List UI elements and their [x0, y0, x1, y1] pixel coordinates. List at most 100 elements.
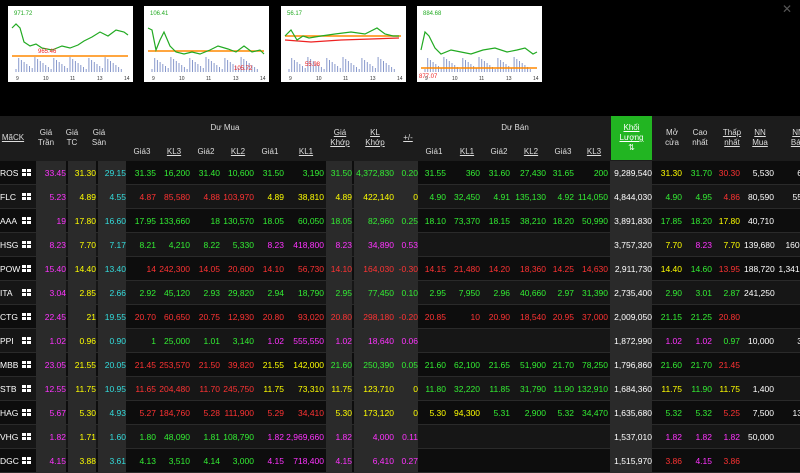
symbol-cell[interactable]: HSG: [0, 240, 19, 250]
symbol-cell[interactable]: POW: [0, 264, 21, 274]
table-row[interactable]: CTG 22.45 21 19.55 20.70 60,650 20.75 12,930 20.…: [0, 305, 800, 329]
grid-icon[interactable]: [22, 265, 31, 273]
cell-bk2: 20,600: [228, 264, 254, 274]
table-row[interactable]: HAG 5.67 5.30 4.93 5.27 184,760 5.28 111,900 5.2…: [0, 401, 800, 425]
symbol-cell[interactable]: VHG: [0, 432, 19, 442]
cell-r: 3.88: [68, 449, 96, 473]
svg-text:11: 11: [479, 76, 484, 82]
table-row[interactable]: DGC 4.15 3.88 3.61 4.13 3,510 4.14 3,000 4.15 718…: [0, 449, 800, 473]
cell-nb: 241,250: [744, 288, 775, 298]
cell-b3: 4.87: [139, 192, 156, 202]
col-header-gia3[interactable]: Giá3: [133, 147, 151, 156]
col-header-kl3s[interactable]: KL3: [586, 147, 602, 156]
symbol-cell[interactable]: ROS: [0, 168, 19, 178]
col-header-gia1s[interactable]: Giá1: [425, 147, 443, 156]
col-header-kl2s[interactable]: KL2: [523, 147, 539, 156]
cell-bk3: 48,090: [164, 432, 190, 442]
symbol-cell[interactable]: DGC: [0, 456, 19, 466]
grid-icon[interactable]: [22, 193, 31, 201]
cell-bk3: 60,650: [164, 312, 190, 322]
svg-text:10: 10: [316, 76, 322, 82]
grid-icon[interactable]: [22, 289, 31, 297]
col-header-kl1s[interactable]: KL1: [459, 147, 475, 156]
cell-o: 3.86: [665, 456, 682, 466]
grid-icon[interactable]: [22, 313, 31, 321]
grid-icon[interactable]: [22, 241, 31, 249]
symbol-cell[interactable]: MBB: [0, 360, 19, 370]
cell-b2: 2.93: [203, 288, 220, 298]
col-header-ref[interactable]: Giá TC: [65, 128, 79, 147]
cell-f: 1.60: [98, 425, 126, 449]
col-header-nn-sell[interactable]: NN Bán: [790, 128, 800, 147]
col-header-gia3s[interactable]: Giá3: [554, 147, 572, 156]
table-row[interactable]: POW 15.40 14.40 13.40 14 242,300 14.05 20,600 14…: [0, 257, 800, 281]
symbol-cell[interactable]: AAA: [0, 216, 18, 226]
col-header-kl3[interactable]: KL3: [166, 147, 182, 156]
cell-sk2: 40,660: [520, 288, 546, 298]
col-header-kl1[interactable]: KL1: [298, 147, 314, 156]
grid-icon[interactable]: [22, 217, 31, 225]
col-header-low[interactable]: Thấp nhất: [722, 128, 742, 147]
svg-text:14: 14: [124, 76, 130, 82]
table-row[interactable]: AAA 19 17.80 16.60 17.95 133,660 18 130,570 18.0…: [0, 209, 800, 233]
table-row[interactable]: FLC 5.23 4.89 4.55 4.87 85,580 4.88 103,970 4.89…: [0, 185, 800, 209]
cell-bk3: 242,300: [159, 264, 190, 274]
col-header-nn-buy[interactable]: NN Mua: [752, 128, 768, 147]
cell-c: 15.40: [36, 257, 66, 281]
close-icon[interactable]: ✕: [782, 2, 793, 16]
col-header-change[interactable]: +/-: [403, 133, 413, 142]
cell-l: 5.25: [723, 408, 740, 418]
table-row[interactable]: ITA 3.04 2.85 2.66 2.92 45,120 2.93 29,820 2.94 1…: [0, 281, 800, 305]
cell-h: 11.90: [691, 384, 712, 394]
symbol-cell[interactable]: ITA: [0, 288, 13, 298]
cell-b1: 31.50: [262, 168, 284, 178]
cell-d: 0.11: [394, 425, 418, 449]
col-header-gia1[interactable]: Giá1: [261, 147, 279, 156]
col-header-volume[interactable]: Khối Lượng ⇅: [611, 116, 652, 160]
col-header-high[interactable]: Cao nhất: [692, 128, 708, 147]
col-header-kl2[interactable]: KL2: [230, 147, 246, 156]
svg-text:965.46: 965.46: [38, 49, 57, 55]
grid-icon[interactable]: [22, 409, 31, 417]
symbol-cell[interactable]: PPI: [0, 336, 14, 346]
cell-s1: 14.15: [424, 264, 446, 274]
col-header-floor[interactable]: Giá Sàn: [91, 128, 107, 147]
cell-c: 5.67: [36, 401, 66, 425]
col-header-symbol[interactable]: MãCK: [1, 133, 25, 142]
grid-icon[interactable]: [22, 169, 31, 177]
grid-icon[interactable]: [22, 361, 31, 369]
table-row[interactable]: MBB 23.05 21.55 20.05 21.45 253,570 21.50 39,82…: [0, 353, 800, 377]
table-row[interactable]: ROS 33.45 31.30 29.15 31.35 16,200 31.40 10,600…: [0, 161, 800, 185]
cell-s2: 14.20: [488, 264, 510, 274]
index-chart: 884.68 877.07 9 10 11 13 14: [417, 6, 542, 82]
symbol-cell[interactable]: FLC: [0, 192, 17, 202]
symbol-cell[interactable]: STB: [0, 384, 17, 394]
col-header-gia-khop[interactable]: Giá Khớp: [330, 128, 350, 147]
grid-icon[interactable]: [22, 337, 31, 345]
cell-s3: [548, 329, 574, 353]
col-header-ceiling[interactable]: Giá Trần: [37, 128, 55, 147]
col-header-gia2s[interactable]: Giá2: [490, 147, 508, 156]
grid-icon[interactable]: [22, 385, 31, 393]
cell-f: 13.40: [98, 257, 126, 281]
cell-o: 14.40: [660, 264, 682, 274]
cell-l: 2.87: [723, 288, 740, 298]
cell-bk2: 245,750: [223, 384, 254, 394]
table-row[interactable]: STB 12.55 11.75 10.95 11.65 204,480 11.70 245,7…: [0, 377, 800, 401]
table-row[interactable]: HSG 8.23 7.70 7.17 8.21 4,210 8.22 5,330 8.23 418…: [0, 233, 800, 257]
cell-pk: 34,890: [354, 233, 394, 257]
grid-icon[interactable]: [22, 457, 31, 465]
grid-icon[interactable]: [22, 433, 31, 441]
col-header-gia2[interactable]: Giá2: [197, 147, 215, 156]
table-row[interactable]: PPI 1.02 0.96 0.90 1 25,000 1.01 3,140 1.02 555,5…: [0, 329, 800, 353]
cell-nb: 139,680: [744, 240, 775, 250]
col-header-open[interactable]: Mở cửa: [665, 128, 679, 147]
cell-ns: 1,341,: [778, 264, 800, 274]
cell-s3: 5.32: [557, 408, 574, 418]
symbol-cell[interactable]: HAG: [0, 408, 19, 418]
cell-ns: 6: [797, 168, 800, 178]
symbol-cell[interactable]: CTG: [0, 312, 18, 322]
cell-bk1: 418,800: [293, 240, 324, 250]
table-row[interactable]: VHG 1.82 1.71 1.60 1.80 48,090 1.81 108,790 1.82…: [0, 425, 800, 449]
col-header-kl-khop[interactable]: KL Khớp: [365, 128, 385, 147]
